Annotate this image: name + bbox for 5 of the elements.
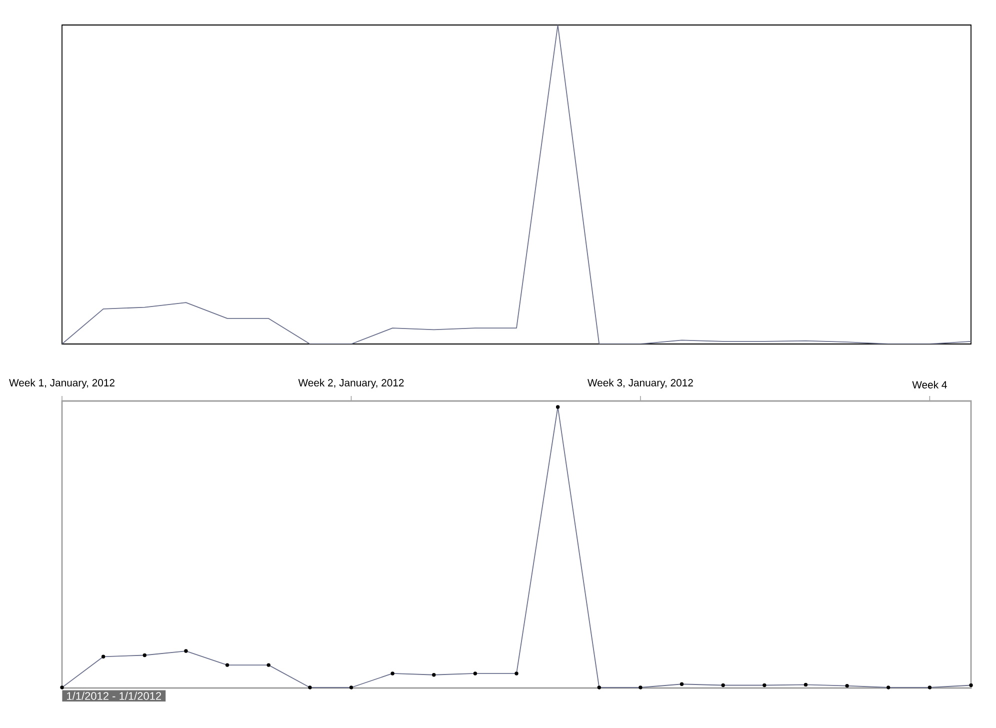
- text: 1/1/2012 - 1/1/2012: [67, 692, 162, 700]
- x-tick-label: Week 3, January, 2012: [588, 378, 693, 388]
- x-tick-label: Week 4: [912, 380, 947, 388]
- x-tick-label: Week 1, January, 2012: [9, 378, 114, 388]
- x-tick-label: Week 2, January, 2012: [298, 378, 404, 388]
